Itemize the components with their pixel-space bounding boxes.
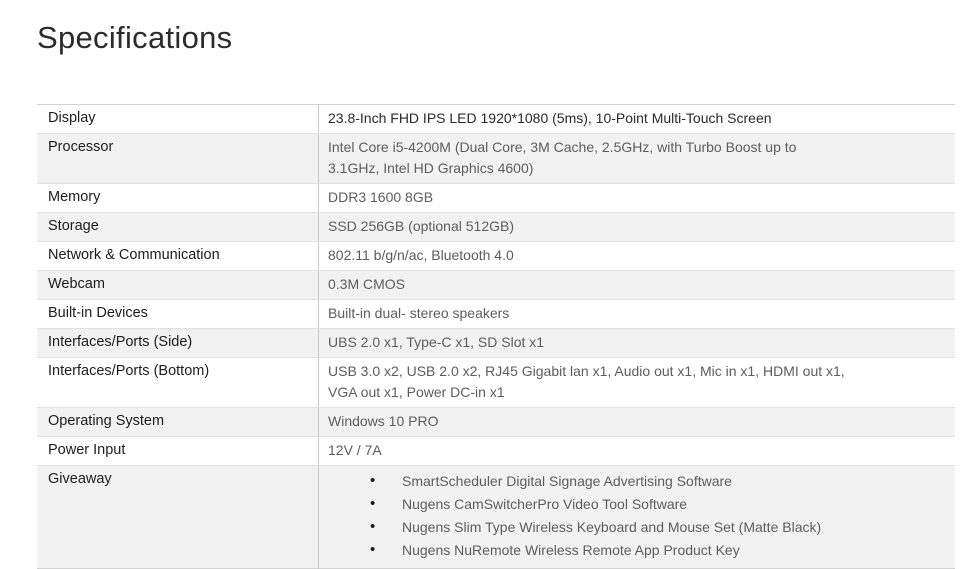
table-row: Interfaces/Ports (Bottom) USB 3.0 x2, USB…	[37, 357, 955, 408]
spec-value: DDR3 1600 8GB	[318, 183, 955, 213]
spec-value: Built-in dual- stereo speakers	[318, 299, 955, 329]
table-row: Webcam 0.3M CMOS	[37, 270, 955, 300]
table-row: Interfaces/Ports (Side) UBS 2.0 x1, Type-…	[37, 328, 955, 358]
spec-value-line: 0.3M CMOS	[328, 276, 406, 292]
spec-label: Interfaces/Ports (Bottom)	[37, 357, 319, 408]
spec-label: Operating System	[37, 407, 319, 437]
spec-value-line: 12V / 7A	[328, 442, 382, 458]
spec-value-line: 3.1GHz, Intel HD Graphics 4600)	[328, 160, 534, 176]
spec-value-line: 23.8-Inch FHD IPS LED 1920*1080 (5ms), 1…	[328, 110, 772, 126]
table-row: Processor Intel Core i5-4200M (Dual Core,…	[37, 133, 955, 184]
list-item: Nugens CamSwitcherPro Video Tool Softwar…	[370, 492, 945, 516]
table-row: Operating System Windows 10 PRO	[37, 407, 955, 437]
spec-value: UBS 2.0 x1, Type-C x1, SD Slot x1	[318, 328, 955, 358]
table-row: Storage SSD 256GB (optional 512GB)	[37, 212, 955, 242]
spec-value-line: Built-in dual- stereo speakers	[328, 305, 510, 321]
spec-label: Built-in Devices	[37, 299, 319, 329]
spec-value: Windows 10 PRO	[318, 407, 955, 437]
spec-value-line: Windows 10 PRO	[328, 413, 439, 429]
spec-value-line: DDR3 1600 8GB	[328, 189, 434, 205]
table-row: Display 23.8-Inch FHD IPS LED 1920*1080 (…	[37, 104, 955, 134]
spec-value-line: SSD 256GB (optional 512GB)	[328, 218, 514, 234]
spec-value: 23.8-Inch FHD IPS LED 1920*1080 (5ms), 1…	[318, 104, 955, 134]
spec-value-line: Intel Core i5-4200M (Dual Core, 3M Cache…	[328, 139, 797, 155]
spec-value: 12V / 7A	[318, 436, 955, 466]
spec-label: Display	[37, 104, 319, 134]
table-row: Network & Communication 802.11 b/g/n/ac, …	[37, 241, 955, 271]
table-row-giveaway: Giveaway SmartScheduler Digital Signage A…	[37, 465, 956, 569]
list-item: SmartScheduler Digital Signage Advertisi…	[370, 469, 945, 493]
spec-value: Intel Core i5-4200M (Dual Core, 3M Cache…	[318, 133, 955, 184]
spec-label: Processor	[37, 133, 319, 184]
spec-value-line: USB 3.0 x2, USB 2.0 x2, RJ45 Gigabit lan…	[328, 363, 845, 379]
table-row: Built-in Devices Built-in dual- stereo sp…	[37, 299, 955, 329]
page-title: Specifications	[37, 20, 233, 55]
giveaway-value: SmartScheduler Digital Signage Advertisi…	[319, 466, 956, 569]
specifications-table: Display 23.8-Inch FHD IPS LED 1920*1080 (…	[37, 104, 955, 569]
spec-label: Interfaces/Ports (Side)	[37, 328, 319, 358]
table-row: Power Input 12V / 7A	[37, 436, 955, 466]
spec-value: USB 3.0 x2, USB 2.0 x2, RJ45 Gigabit lan…	[318, 357, 955, 408]
table-row: Memory DDR3 1600 8GB	[37, 183, 955, 213]
spec-label: Storage	[37, 212, 319, 242]
spec-label: Network & Communication	[37, 241, 319, 271]
list-item: Nugens Slim Type Wireless Keyboard and M…	[370, 515, 945, 539]
spec-value-line: 802.11 b/g/n/ac, Bluetooth 4.0	[328, 247, 514, 263]
spec-label: Webcam	[37, 270, 319, 300]
spec-label: Power Input	[37, 436, 319, 466]
giveaway-list: SmartScheduler Digital Signage Advertisi…	[328, 469, 945, 562]
spec-value-line: VGA out x1, Power DC-in x1	[328, 384, 505, 400]
spec-value: SSD 256GB (optional 512GB)	[318, 212, 955, 242]
spec-value-line: UBS 2.0 x1, Type-C x1, SD Slot x1	[328, 334, 545, 350]
spec-value: 0.3M CMOS	[318, 270, 955, 300]
spec-label: Giveaway	[37, 465, 319, 569]
spec-label: Memory	[37, 183, 319, 213]
list-item: Nugens NuRemote Wireless Remote App Prod…	[370, 538, 945, 562]
spec-value: 802.11 b/g/n/ac, Bluetooth 4.0	[318, 241, 955, 271]
specifications-page: Specifications Display 23.8-Inch FHD IPS …	[0, 0, 974, 519]
specifications-table-body: Display 23.8-Inch FHD IPS LED 1920*1080 (…	[37, 104, 956, 569]
